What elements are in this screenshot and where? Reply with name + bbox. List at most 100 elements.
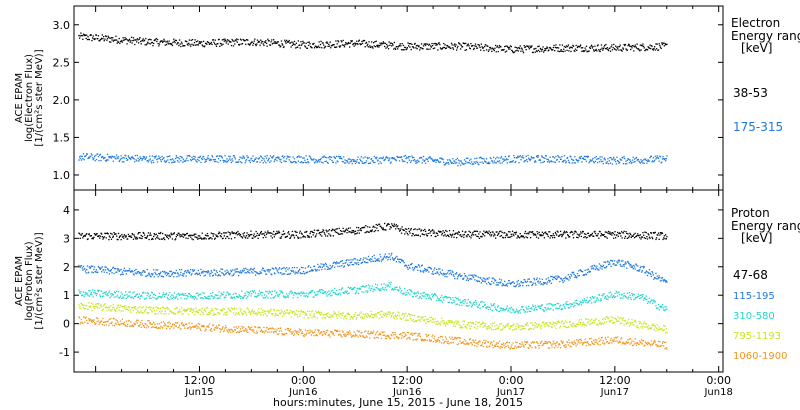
proton-point-0	[550, 235, 552, 237]
proton-point-0	[406, 228, 408, 230]
electron-point-0	[562, 50, 564, 53]
electron-point-0	[323, 44, 325, 46]
electron-point-0	[468, 45, 470, 47]
proton-point-3	[317, 312, 319, 314]
proton-point-0	[644, 231, 646, 233]
electron-point-0	[439, 43, 441, 46]
electron-point-0	[417, 44, 419, 47]
proton-point-1	[428, 271, 430, 273]
electron-point-0	[243, 40, 246, 42]
proton-point-0	[334, 231, 336, 233]
proton-point-1	[111, 272, 113, 274]
electron-point-1	[127, 155, 129, 157]
electron-point-1	[439, 161, 442, 163]
proton-point-2	[213, 296, 215, 298]
proton-point-1	[457, 276, 459, 278]
electron-point-0	[585, 45, 588, 47]
proton-point-1	[339, 265, 341, 267]
proton-point-2	[466, 302, 468, 304]
proton-point-0	[633, 233, 635, 236]
proton-point-1	[297, 272, 299, 274]
proton-point-2	[239, 297, 242, 299]
proton-point-0	[430, 230, 432, 233]
electron-point-1	[299, 156, 301, 158]
proton-point-3	[315, 312, 318, 314]
electron-point-0	[224, 38, 226, 40]
electron-point-0	[108, 41, 111, 43]
proton-point-2	[591, 302, 593, 304]
proton-point-0	[221, 233, 223, 235]
electron-point-0	[389, 44, 391, 46]
proton-point-1	[465, 275, 467, 277]
proton-point-0	[646, 236, 648, 238]
proton-point-1	[665, 280, 667, 282]
electron-point-1	[358, 162, 360, 164]
proton-point-2	[428, 295, 431, 297]
electron-point-1	[387, 157, 389, 159]
proton-point-3	[341, 312, 343, 315]
proton-point-1	[201, 272, 203, 274]
electron-point-1	[247, 156, 249, 158]
proton-point-0	[178, 234, 181, 236]
electron-point-1	[485, 158, 488, 160]
proton-point-1	[231, 275, 233, 277]
proton-point-1	[334, 266, 336, 268]
proton-point-2	[347, 286, 349, 288]
electron-point-0	[512, 51, 514, 54]
proton-point-1	[445, 273, 447, 275]
electron-point-1	[245, 159, 248, 161]
electron-point-1	[533, 157, 535, 159]
proton-point-3	[129, 309, 131, 311]
electron-point-1	[152, 159, 154, 161]
proton-point-3	[213, 312, 215, 314]
proton-point-0	[594, 232, 597, 235]
proton-point-2	[469, 301, 471, 303]
proton-point-1	[552, 276, 554, 278]
proton-point-2	[491, 309, 493, 312]
proton-point-0	[653, 232, 655, 234]
electron-point-0	[641, 45, 643, 47]
proton-point-3	[376, 316, 378, 318]
proton-point-0	[300, 237, 302, 239]
electron-point-0	[579, 45, 581, 47]
proton-point-3	[226, 311, 229, 313]
proton-point-1	[657, 277, 660, 279]
proton-point-1	[403, 262, 405, 264]
proton-point-1	[438, 274, 440, 276]
proton-point-1	[432, 271, 434, 273]
proton-point-1	[593, 268, 595, 270]
proton-point-1	[507, 282, 509, 284]
proton-point-0	[552, 233, 554, 235]
proton-point-2	[309, 291, 311, 293]
proton-point-3	[82, 304, 84, 306]
proton-point-1	[222, 272, 224, 275]
electron-point-0	[212, 39, 214, 41]
proton-point-1	[215, 270, 218, 272]
proton-point-3	[80, 303, 83, 305]
proton-point-3	[108, 308, 110, 311]
proton-point-0	[472, 231, 474, 234]
proton-point-0	[345, 229, 347, 231]
electron-point-0	[585, 49, 587, 51]
electron-point-0	[402, 44, 405, 47]
proton-point-2	[271, 294, 273, 296]
proton-point-0	[202, 237, 205, 239]
electron-point-0	[350, 40, 352, 42]
proton-point-3	[337, 311, 340, 313]
proton-point-3	[308, 310, 310, 312]
electron-point-0	[567, 44, 569, 46]
proton-point-0	[367, 226, 369, 228]
proton-point-3	[110, 310, 113, 312]
proton-point-3	[164, 307, 166, 309]
proton-point-1	[486, 277, 488, 279]
electron-point-0	[552, 46, 554, 49]
proton-point-0	[114, 233, 116, 235]
electron-point-1	[80, 155, 82, 157]
electron-point-1	[559, 156, 561, 159]
proton-point-2	[486, 306, 488, 308]
proton-point-1	[312, 269, 314, 272]
proton-point-1	[148, 272, 150, 274]
proton-point-0	[191, 238, 193, 240]
electron-point-1	[587, 155, 590, 158]
proton-point-1	[472, 275, 474, 278]
